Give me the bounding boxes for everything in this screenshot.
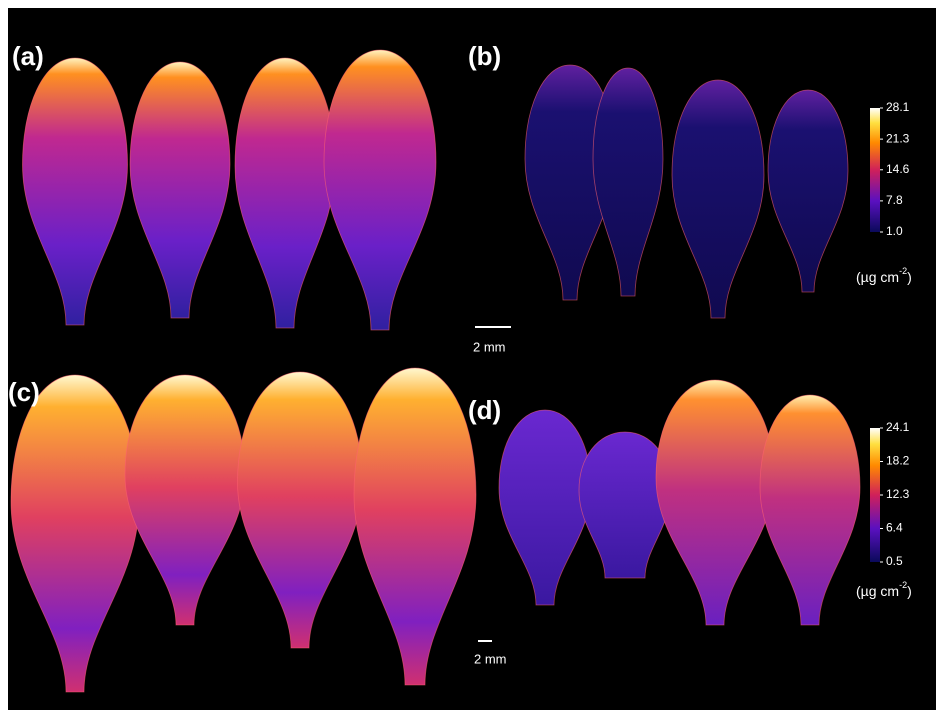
tick-label: 7.8 [886,193,903,207]
unit-part: -2 [899,266,907,276]
unit-label: (µg cm-2) [856,266,912,284]
tick-label: 21.3 [886,131,910,145]
colorbar [870,428,880,562]
petal [767,89,849,293]
tick-label: 0.5 [886,554,903,568]
petal [671,79,765,319]
unit-part: (µg cm [856,583,899,599]
tick-label: 1.0 [886,224,903,238]
petal [592,67,664,297]
unit-part: ) [907,583,912,599]
unit-part: -2 [899,580,907,590]
colorbar [870,108,880,232]
petal [323,49,437,331]
petal [759,394,861,626]
tick-label: 6.4 [886,521,903,535]
petal [129,61,231,319]
tick-label: 28.1 [886,100,910,114]
petal [353,367,477,686]
petal [124,374,246,626]
tick-label: 24.1 [886,420,910,434]
petals [10,49,861,693]
unit-label: (µg cm-2) [856,580,912,598]
panel-label: (a) [12,41,44,71]
petal [22,57,128,326]
unit-part: (µg cm [856,269,899,285]
panel-label: (b) [468,41,501,71]
scale-label: 2 mm [473,339,506,354]
panel-label: (d) [468,395,501,425]
panel-label: (c) [8,377,40,407]
scale-label: 2 mm [474,651,507,666]
tick-label: 18.2 [886,454,910,468]
tick-label: 12.3 [886,487,910,501]
tick-label: 14.6 [886,162,910,176]
unit-part: ) [907,269,912,285]
petal [237,371,363,649]
